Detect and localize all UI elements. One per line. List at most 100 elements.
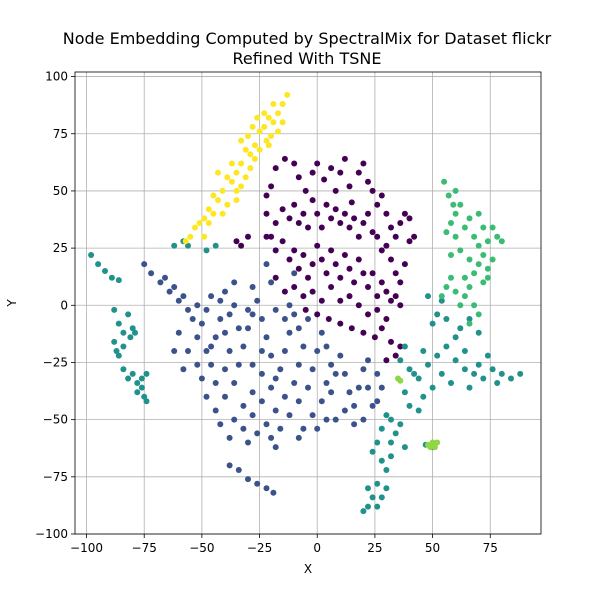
- data-point: [300, 425, 307, 432]
- data-point: [222, 393, 228, 400]
- data-point: [383, 210, 390, 217]
- y-tick-label: 25: [53, 241, 68, 255]
- data-point: [374, 233, 381, 240]
- data-point: [452, 334, 459, 341]
- data-point: [406, 238, 413, 245]
- data-point: [448, 220, 454, 226]
- data-point: [231, 416, 238, 423]
- data-point: [484, 352, 491, 359]
- data-point: [171, 284, 178, 290]
- data-point: [281, 155, 288, 162]
- data-point: [295, 325, 302, 332]
- y-tick-label: −25: [43, 355, 68, 369]
- data-point: [185, 242, 191, 249]
- data-point: [228, 160, 235, 167]
- data-point: [272, 247, 279, 254]
- data-point: [238, 183, 245, 190]
- data-point: [281, 393, 288, 400]
- data-point: [279, 238, 286, 245]
- data-point: [291, 284, 298, 290]
- data-point: [397, 302, 404, 309]
- data-point: [332, 187, 339, 194]
- data-point: [300, 210, 307, 217]
- data-point: [341, 155, 348, 162]
- data-point: [281, 288, 288, 295]
- data-point: [242, 174, 249, 181]
- data-point: [434, 311, 441, 318]
- series-c5: [182, 91, 291, 245]
- data-point: [341, 210, 348, 217]
- data-point: [295, 361, 302, 368]
- data-point: [328, 284, 335, 290]
- data-point: [268, 133, 275, 139]
- data-point: [484, 274, 491, 281]
- data-point: [187, 233, 194, 240]
- data-point: [115, 352, 122, 359]
- data-point: [212, 380, 219, 386]
- data-point: [484, 265, 491, 272]
- data-point: [212, 242, 219, 249]
- data-point: [180, 366, 187, 373]
- data-point: [203, 393, 210, 400]
- data-point: [466, 256, 473, 263]
- data-point: [371, 334, 378, 341]
- data-point: [489, 256, 496, 263]
- grid: [75, 72, 541, 535]
- data-point: [383, 485, 390, 492]
- data-point: [277, 425, 284, 432]
- data-point: [233, 187, 240, 194]
- data-point: [192, 224, 198, 231]
- data-point: [392, 430, 399, 437]
- data-point: [268, 233, 275, 240]
- data-point: [498, 238, 505, 245]
- data-point: [457, 247, 464, 254]
- data-point: [281, 316, 288, 322]
- data-point: [321, 176, 328, 183]
- data-point: [95, 261, 102, 268]
- data-point: [233, 197, 240, 204]
- data-point: [397, 421, 404, 428]
- data-point: [360, 366, 367, 373]
- data-point: [210, 192, 217, 199]
- data-point: [284, 91, 291, 98]
- data-point: [309, 197, 316, 204]
- data-point: [125, 311, 132, 318]
- data-point: [175, 297, 182, 304]
- plot-frame: [74, 71, 542, 535]
- data-point: [222, 366, 228, 373]
- data-point: [254, 297, 261, 304]
- data-point: [143, 398, 150, 405]
- data-point: [471, 302, 478, 309]
- data-point: [182, 238, 189, 245]
- data-point: [141, 393, 148, 400]
- data-point: [258, 316, 265, 322]
- data-point: [351, 421, 358, 428]
- data-point: [171, 348, 178, 354]
- data-point: [231, 302, 238, 309]
- data-point: [314, 242, 321, 249]
- data-point: [314, 210, 321, 217]
- data-point: [300, 343, 307, 350]
- data-point: [415, 407, 422, 414]
- data-point: [457, 201, 464, 208]
- data-point: [166, 288, 173, 295]
- data-point: [318, 329, 325, 336]
- data-point: [425, 293, 431, 300]
- data-point: [251, 142, 258, 149]
- y-tick-label: 100: [45, 70, 68, 84]
- data-points: [88, 91, 524, 515]
- data-point: [291, 247, 298, 254]
- data-point: [397, 377, 404, 384]
- data-point: [401, 210, 408, 217]
- data-point: [295, 220, 302, 226]
- data-point: [185, 306, 191, 313]
- data-point: [508, 375, 514, 382]
- data-point: [205, 206, 212, 213]
- data-point: [272, 444, 279, 451]
- data-point: [134, 389, 141, 396]
- data-point: [261, 123, 268, 130]
- data-point: [420, 348, 427, 354]
- data-point: [226, 311, 233, 318]
- data-point: [365, 284, 371, 290]
- data-point: [272, 306, 279, 313]
